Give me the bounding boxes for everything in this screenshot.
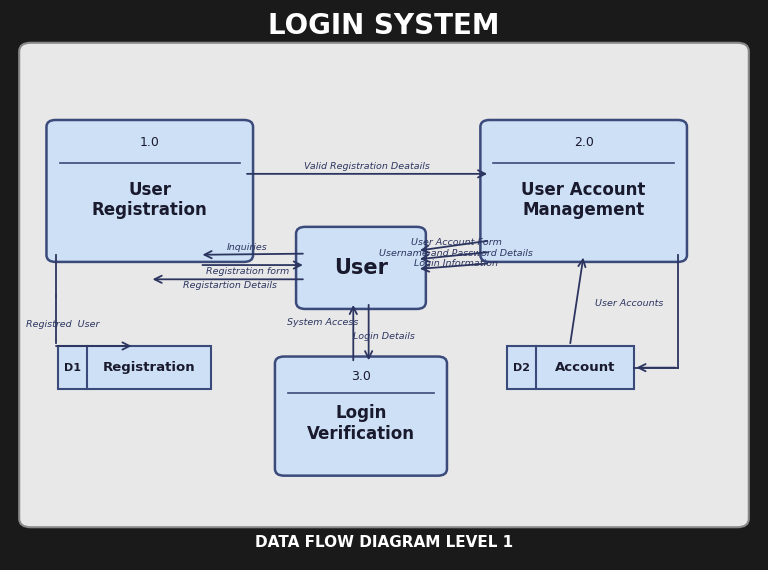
Text: User: User — [334, 258, 388, 278]
Text: Login Information: Login Information — [414, 259, 498, 268]
Text: 3.0: 3.0 — [351, 370, 371, 383]
Text: Account: Account — [554, 361, 615, 374]
FancyBboxPatch shape — [275, 357, 447, 475]
Text: D2: D2 — [513, 363, 530, 373]
Text: 1.0: 1.0 — [140, 136, 160, 149]
Text: Login
Verification: Login Verification — [307, 404, 415, 443]
Text: LOGIN SYSTEM: LOGIN SYSTEM — [268, 11, 500, 40]
FancyBboxPatch shape — [481, 120, 687, 262]
Text: DATA FLOW DIAGRAM LEVEL 1: DATA FLOW DIAGRAM LEVEL 1 — [255, 535, 513, 550]
FancyBboxPatch shape — [47, 120, 253, 262]
Text: User Account Form: User Account Form — [411, 238, 502, 247]
Text: Registred  User: Registred User — [26, 320, 100, 329]
Text: User Account
Management: User Account Management — [521, 181, 646, 219]
FancyBboxPatch shape — [19, 43, 749, 527]
Text: Username and Password Details: Username and Password Details — [379, 249, 533, 258]
Text: 2.0: 2.0 — [574, 136, 594, 149]
Text: Registration: Registration — [103, 361, 195, 374]
Bar — [58, 346, 211, 389]
Bar — [507, 346, 634, 389]
Text: Inquiries: Inquiries — [227, 243, 268, 253]
Text: Valid Registration Deatails: Valid Registration Deatails — [304, 162, 430, 171]
Text: Registartion Details: Registartion Details — [184, 281, 277, 290]
Text: System Access: System Access — [287, 317, 358, 327]
Text: Login Details: Login Details — [353, 332, 415, 341]
FancyBboxPatch shape — [296, 227, 425, 309]
Text: User Accounts: User Accounts — [595, 299, 664, 308]
Text: Registration form: Registration form — [206, 267, 289, 276]
Text: User
Registration: User Registration — [92, 181, 207, 219]
Text: D1: D1 — [64, 363, 81, 373]
